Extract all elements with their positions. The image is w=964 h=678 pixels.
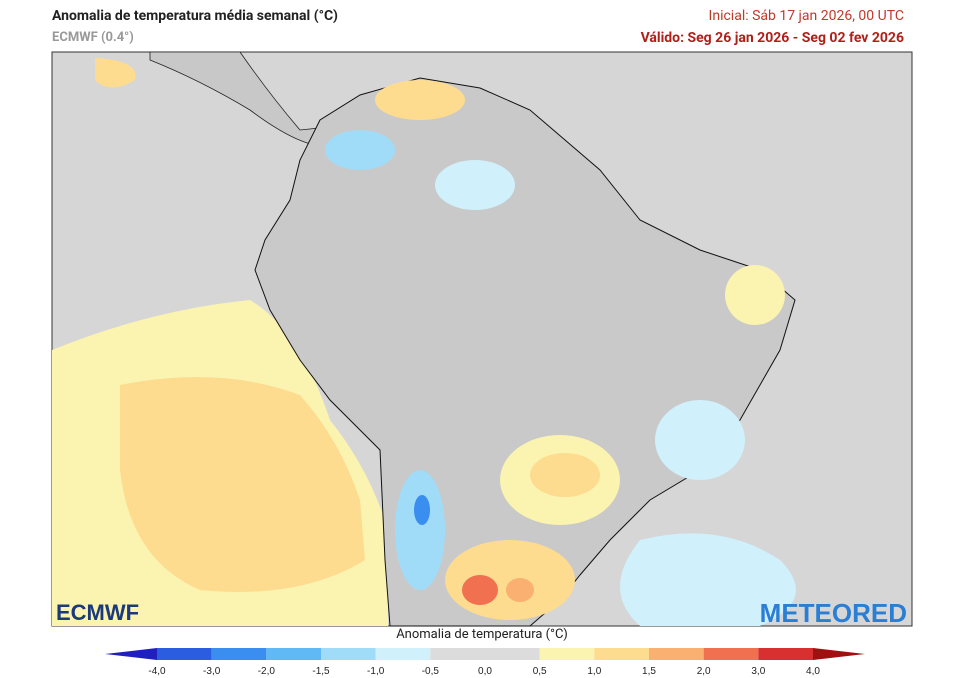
colorbar-label: Anomalia de temperatura (°C) — [396, 627, 568, 642]
colorbar-tick-label: 1,5 — [642, 666, 656, 677]
colorbar-tick-label: 3,0 — [751, 666, 765, 677]
colorbar-bin — [211, 648, 267, 660]
colorbar-tick-label: 2,0 — [697, 666, 711, 677]
colorbar-tick-label: 1,0 — [587, 666, 601, 677]
anomaly-area — [375, 80, 465, 120]
colorbar-tick-label: -1,5 — [312, 666, 330, 677]
anomaly-area — [530, 453, 600, 497]
colorbar-bin — [703, 648, 759, 660]
colorbar-tick-label: 0,0 — [478, 666, 492, 677]
anomaly-area — [414, 495, 430, 525]
colorbar-bin — [157, 648, 212, 660]
colorbar-tick-label: 0,5 — [533, 666, 547, 677]
subtitle: ECMWF (0.4°) — [52, 30, 134, 45]
colorbar-bin — [649, 648, 704, 660]
land — [149, 51, 321, 146]
ecmwf-logo: ECMWF — [56, 600, 139, 625]
anomaly-area — [395, 470, 445, 590]
colorbar-bin — [485, 648, 540, 660]
anomaly-area — [325, 130, 395, 170]
colorbar-tick-label: -1,0 — [367, 666, 385, 677]
colorbar-bin — [375, 648, 431, 660]
anomaly-area — [445, 540, 575, 620]
land — [254, 77, 796, 627]
meteored-logo: METEORED — [760, 598, 907, 628]
colorbar-tick-label: -3,0 — [203, 666, 221, 677]
valid-time: Válido: Seg 26 jan 2026 - Seg 02 fev 202… — [640, 30, 904, 46]
anomaly-area — [655, 400, 745, 480]
colorbar-bin — [266, 648, 321, 660]
colorbar-tick-label: -2,0 — [258, 666, 276, 677]
anomaly-area — [435, 160, 515, 210]
colorbar: -4,0 -3,0 -2,0 -1,5 -1,0 -0,5 0,0 0,5 1,0 1,5 2,0 3… — [105, 648, 865, 677]
colorbar-bin — [539, 648, 595, 660]
colorbar-bin — [321, 648, 376, 660]
anomaly-area — [506, 578, 534, 602]
anomaly-area — [462, 575, 498, 605]
colorbar-tick-label: 4,0 — [806, 666, 820, 677]
colorbar-end — [105, 648, 157, 660]
colorbar-tick-label: -4,0 — [148, 666, 166, 677]
anomaly-area — [120, 377, 365, 592]
anomaly-area — [725, 265, 785, 325]
colorbar-tick-label: -0,5 — [422, 666, 440, 677]
colorbar-bin — [430, 648, 485, 660]
colorbar-bin — [594, 648, 649, 660]
anomaly-area — [620, 533, 796, 626]
initial-time: Inicial: Sáb 17 jan 2026, 00 UTC — [708, 8, 904, 24]
title: Anomalia de temperatura média semanal (°… — [52, 8, 338, 24]
colorbar-end — [813, 648, 865, 660]
anomaly-area — [95, 58, 136, 88]
colorbar-bin — [758, 648, 813, 660]
